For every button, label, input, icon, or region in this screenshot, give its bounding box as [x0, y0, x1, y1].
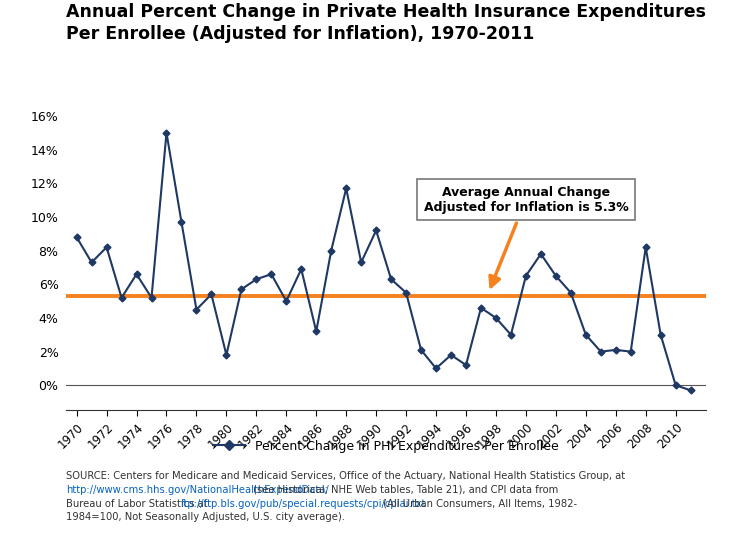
Text: (see Historical; NHE Web tables, Table 21), and CPI data from: (see Historical; NHE Web tables, Table 2… — [250, 485, 558, 495]
Text: KAISER: KAISER — [632, 500, 684, 513]
Text: FOUNDATION: FOUNDATION — [624, 528, 692, 537]
Text: FAMILY: FAMILY — [634, 514, 682, 527]
Legend: Percent Change in PHI Expenditures Per Enrollee: Percent Change in PHI Expenditures Per E… — [209, 435, 563, 458]
Text: http://www.cms.hhs.gov/NationalHealthExpendData/: http://www.cms.hhs.gov/NationalHealthExp… — [66, 485, 329, 495]
Text: (All Urban Consumers, All Items, 1982-: (All Urban Consumers, All Items, 1982- — [379, 499, 577, 509]
Text: 1984=100, Not Seasonally Adjusted, U.S. city average).: 1984=100, Not Seasonally Adjusted, U.S. … — [66, 512, 345, 522]
Text: THE HENRY J.: THE HENRY J. — [637, 486, 679, 491]
Text: SOURCE: Centers for Medicare and Medicaid Services, Office of the Actuary, Natio: SOURCE: Centers for Medicare and Medicai… — [66, 471, 625, 481]
Text: Per Enrollee (Adjusted for Inflation), 1970-2011: Per Enrollee (Adjusted for Inflation), 1… — [66, 25, 534, 43]
Text: ftp://ftp.bls.gov/pub/special.requests/cpi/cpiai.txt: ftp://ftp.bls.gov/pub/special.requests/c… — [181, 499, 426, 509]
Text: Bureau of Labor Statistics at: Bureau of Labor Statistics at — [66, 499, 211, 509]
Text: Annual Percent Change in Private Health Insurance Expenditures: Annual Percent Change in Private Health … — [66, 3, 706, 21]
Text: Average Annual Change
Adjusted for Inflation is 5.3%: Average Annual Change Adjusted for Infla… — [423, 186, 628, 287]
